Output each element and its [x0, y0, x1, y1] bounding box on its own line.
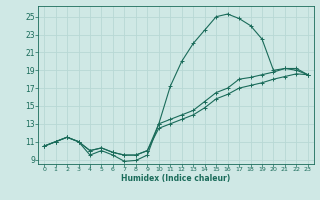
X-axis label: Humidex (Indice chaleur): Humidex (Indice chaleur) — [121, 174, 231, 183]
